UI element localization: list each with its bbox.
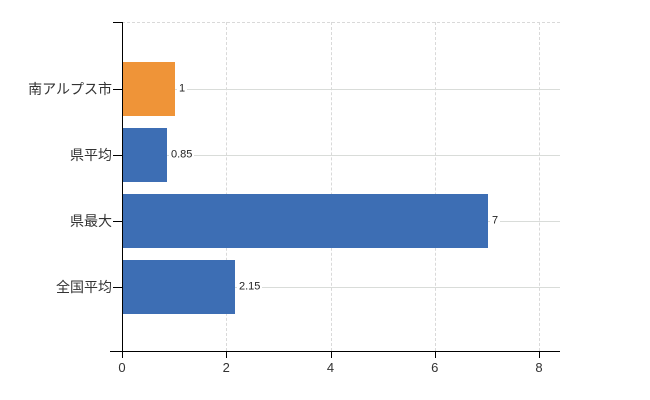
x-axis-tick — [434, 351, 436, 358]
bar-value-label: 1 — [177, 82, 188, 96]
category-label: 全国平均 — [56, 279, 112, 295]
bar — [123, 62, 175, 116]
y-axis-tick — [113, 155, 122, 156]
bar-value-label: 2.15 — [237, 280, 263, 294]
x-gridline — [330, 22, 332, 351]
y-axis-tick — [113, 89, 122, 90]
x-tick-label: 8 — [535, 360, 543, 375]
category-label: 南アルプス市 — [28, 81, 112, 97]
x-tick-label: 4 — [326, 360, 335, 375]
x-axis-tick — [226, 351, 228, 358]
x-axis-tick — [539, 351, 540, 358]
row-gridline — [123, 155, 560, 156]
plot-top-border — [122, 22, 560, 23]
y-axis-tick — [113, 221, 122, 222]
x-tick-label: 6 — [431, 360, 439, 375]
bar — [123, 194, 488, 248]
x-tick-label: 0 — [118, 360, 126, 375]
x-tick-label: 2 — [222, 360, 230, 375]
y-axis-top-tick — [113, 22, 122, 23]
category-label: 県最大 — [70, 213, 112, 229]
x-axis-line — [110, 351, 560, 352]
bar-value-label: 7 — [490, 214, 501, 228]
x-gridline — [434, 22, 436, 351]
x-axis-tick — [330, 351, 332, 358]
y-axis-line — [122, 22, 123, 358]
category-label: 県平均 — [70, 147, 112, 163]
bar — [123, 128, 167, 182]
bar-value-label: 0.85 — [169, 148, 195, 162]
row-gridline — [123, 287, 560, 288]
x-gridline — [539, 22, 540, 351]
row-gridline — [123, 89, 560, 90]
bar — [123, 260, 235, 314]
y-axis-tick — [113, 287, 122, 288]
x-gridline — [226, 22, 228, 351]
